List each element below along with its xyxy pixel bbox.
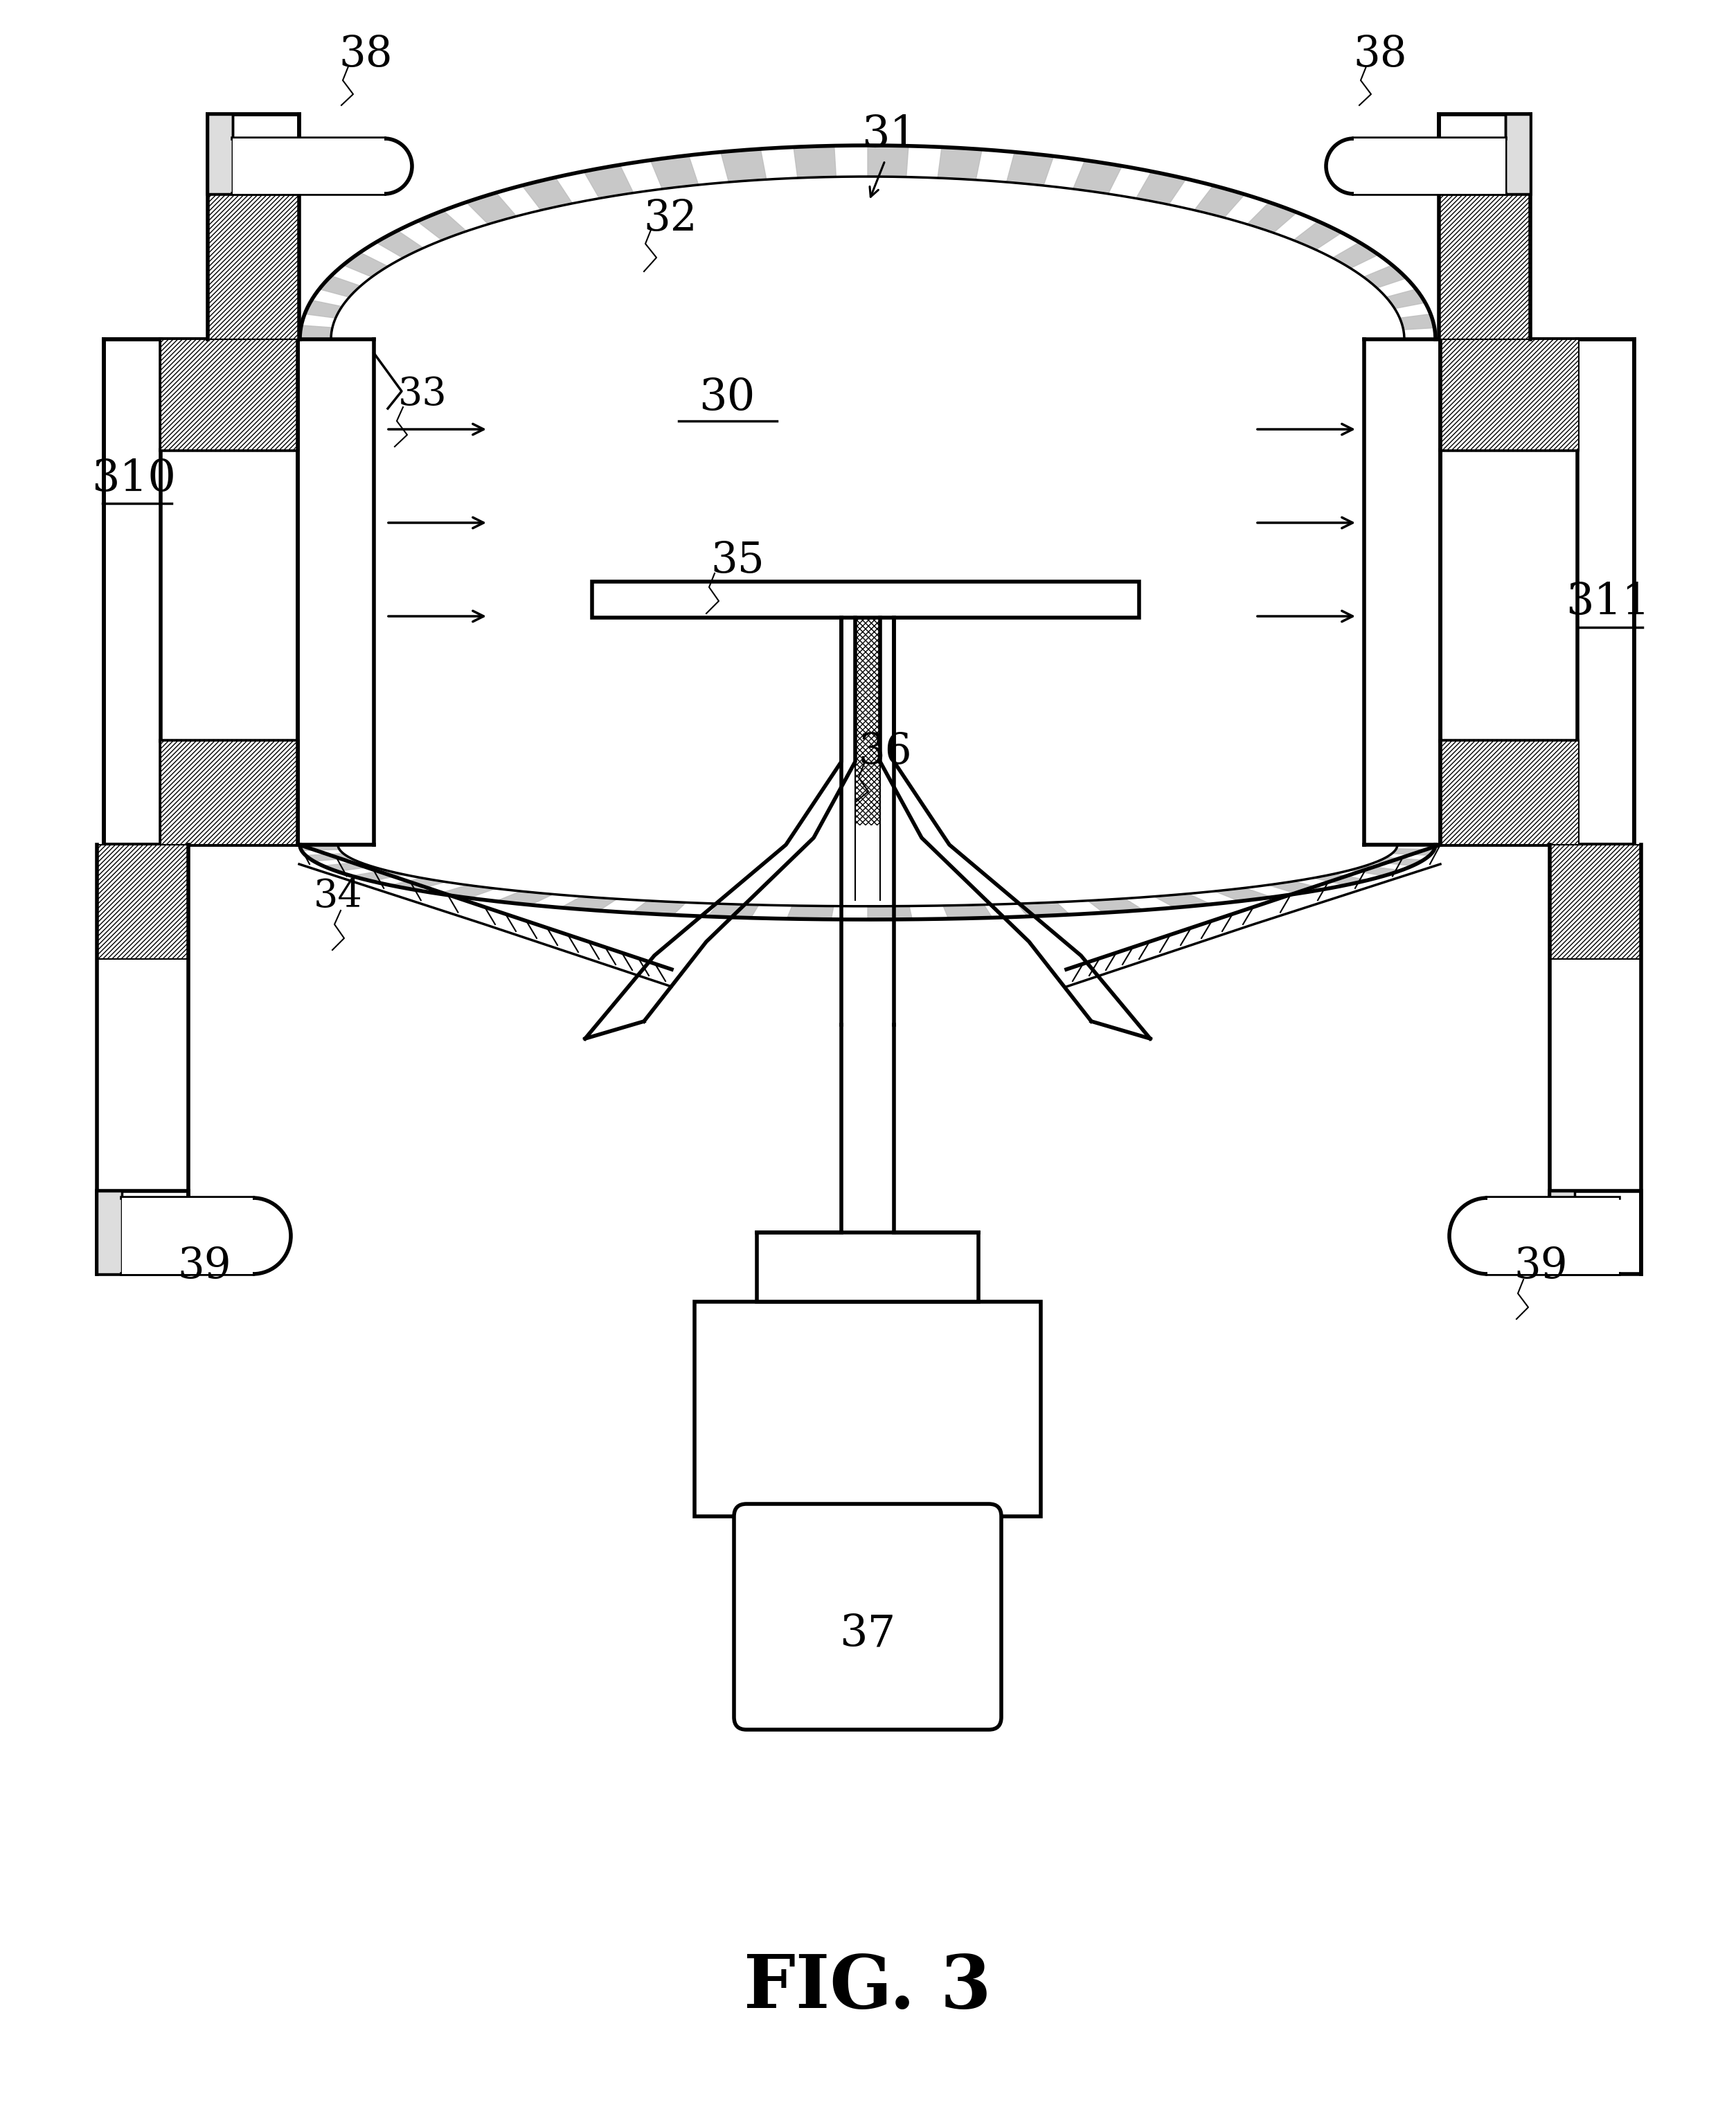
Text: 38: 38 [339, 34, 392, 74]
Bar [104, 339, 299, 844]
Text: 31: 31 [861, 114, 918, 157]
Bar [1505, 114, 1531, 195]
Polygon shape [583, 165, 634, 199]
FancyBboxPatch shape [734, 1504, 1002, 1729]
Polygon shape [1293, 222, 1342, 250]
Text: 310: 310 [92, 457, 175, 499]
Polygon shape [1377, 857, 1424, 865]
Polygon shape [868, 906, 911, 920]
Text: 39: 39 [177, 1244, 231, 1287]
Polygon shape [1246, 203, 1297, 233]
Bar [97, 1191, 187, 1274]
Bar [208, 114, 233, 195]
Bar [97, 844, 187, 959]
Text: 38: 38 [1352, 34, 1406, 74]
Text: FIG. 3: FIG. 3 [745, 1951, 991, 2023]
Bar [1550, 844, 1641, 959]
Bar [1439, 195, 1531, 339]
Polygon shape [323, 861, 373, 872]
Polygon shape [1314, 874, 1368, 884]
Bar [1550, 844, 1641, 959]
Polygon shape [1215, 889, 1272, 901]
Polygon shape [439, 884, 496, 897]
Polygon shape [1333, 243, 1378, 269]
Polygon shape [467, 193, 516, 224]
Polygon shape [1017, 901, 1069, 916]
Polygon shape [1399, 313, 1434, 330]
Polygon shape [344, 252, 387, 277]
Polygon shape [561, 897, 616, 910]
Bar [856, 618, 880, 825]
Text: 33: 33 [398, 377, 446, 413]
Polygon shape [868, 146, 908, 178]
Text: 35: 35 [710, 540, 764, 582]
Polygon shape [306, 853, 351, 861]
Polygon shape [720, 148, 766, 182]
Polygon shape [943, 906, 993, 918]
Bar [161, 339, 299, 451]
Polygon shape [708, 904, 759, 918]
Bar [757, 1232, 979, 1301]
Bar [122, 1198, 253, 1274]
Bar [97, 1191, 122, 1274]
Polygon shape [1385, 290, 1425, 309]
Polygon shape [1392, 849, 1434, 855]
Polygon shape [1088, 899, 1144, 912]
Bar [1441, 741, 1578, 844]
Polygon shape [1135, 171, 1186, 205]
Polygon shape [391, 878, 446, 891]
Bar [694, 1301, 1042, 1517]
Text: 37: 37 [840, 1612, 896, 1655]
Text: 36: 36 [858, 730, 911, 772]
Polygon shape [377, 231, 424, 258]
Bar [208, 195, 299, 339]
Polygon shape [1073, 161, 1121, 195]
Bar [1439, 114, 1531, 195]
Polygon shape [417, 209, 467, 241]
Bar [208, 195, 299, 339]
Bar [1441, 339, 1578, 451]
Polygon shape [937, 148, 983, 180]
Polygon shape [496, 891, 554, 906]
Bar [1354, 138, 1505, 195]
Polygon shape [1194, 186, 1245, 218]
Bar [592, 582, 1139, 618]
Polygon shape [1007, 152, 1054, 186]
Bar [161, 741, 299, 844]
Polygon shape [1154, 893, 1212, 908]
Polygon shape [786, 906, 833, 918]
Bar [233, 138, 384, 195]
Text: 34: 34 [314, 878, 363, 916]
Polygon shape [300, 844, 340, 851]
Polygon shape [1349, 865, 1401, 876]
Text: 311: 311 [1566, 582, 1651, 624]
Bar [1441, 339, 1634, 844]
Bar [1441, 741, 1578, 844]
Polygon shape [651, 154, 698, 188]
Polygon shape [300, 326, 332, 339]
Polygon shape [523, 178, 573, 209]
Bar [161, 339, 299, 451]
Polygon shape [319, 275, 361, 296]
Bar [1441, 339, 1578, 451]
Bar [1550, 1191, 1641, 1274]
Bar [208, 114, 299, 195]
Text: 32: 32 [644, 197, 698, 239]
Polygon shape [306, 300, 342, 317]
Bar [1550, 1191, 1575, 1274]
Text: 39: 39 [1514, 1244, 1568, 1287]
Polygon shape [632, 901, 686, 914]
Polygon shape [793, 146, 837, 178]
Polygon shape [1267, 880, 1325, 893]
Text: 30: 30 [700, 377, 755, 419]
Bar [1439, 195, 1531, 339]
Bar [97, 844, 187, 959]
Bar [1488, 1198, 1620, 1274]
Bar [161, 741, 299, 844]
Polygon shape [351, 870, 404, 880]
Polygon shape [1363, 264, 1406, 288]
